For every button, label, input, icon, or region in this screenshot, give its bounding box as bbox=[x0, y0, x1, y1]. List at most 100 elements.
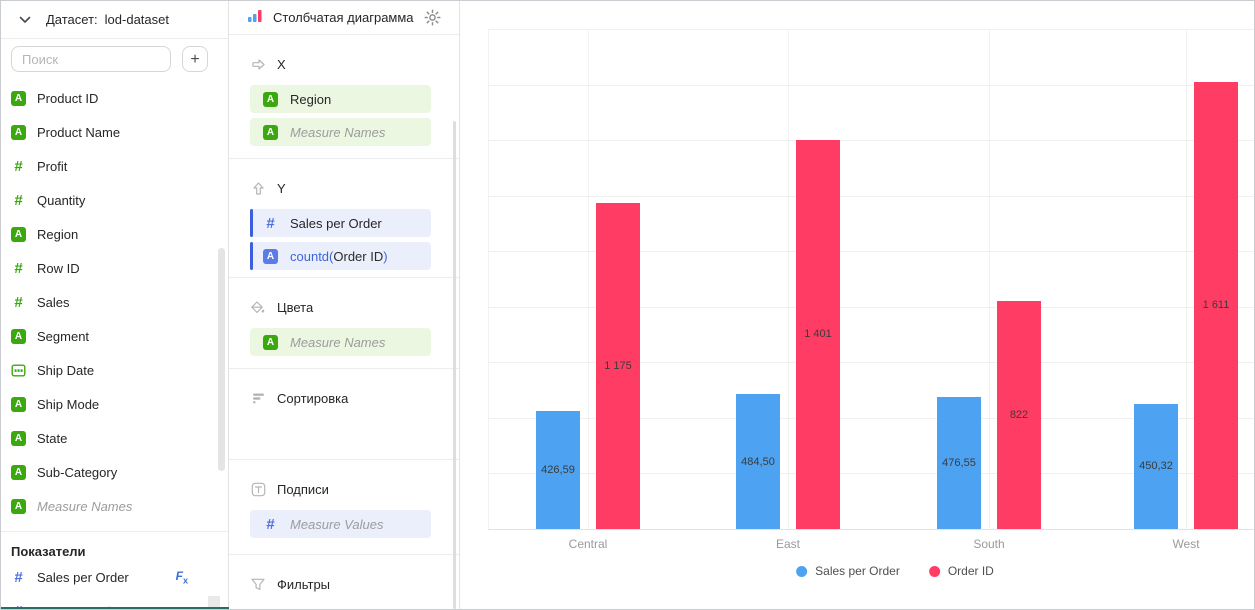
field-row[interactable]: # Measure Values bbox=[1, 594, 228, 610]
chip-label: Measure Values bbox=[290, 516, 384, 532]
number-dimension-icon: # bbox=[14, 157, 23, 175]
chart-legend: Sales per Order Order ID bbox=[796, 564, 994, 578]
config-field-chip[interactable]: A Measure Names bbox=[250, 328, 431, 356]
section-label: Фильтры bbox=[277, 576, 331, 592]
bar-sales-per-order-east[interactable] bbox=[736, 394, 780, 529]
text-dimension-icon: A bbox=[11, 430, 26, 446]
field-label: Measure Names bbox=[37, 498, 133, 514]
add-field-button[interactable]: + bbox=[182, 46, 208, 72]
field-label: Ship Mode bbox=[37, 396, 100, 412]
x-gridline bbox=[1186, 29, 1187, 529]
dataset-header[interactable]: Датасет: lod-dataset bbox=[1, 1, 228, 39]
field-label: Row ID bbox=[37, 260, 80, 276]
x-gridline bbox=[788, 29, 789, 529]
bar-order-id-central[interactable] bbox=[596, 202, 640, 529]
x-axis-label: Central bbox=[568, 537, 608, 551]
field-label: Segment bbox=[37, 328, 90, 344]
legend-label: Order ID bbox=[947, 564, 994, 578]
legend-label: Sales per Order bbox=[815, 564, 900, 578]
text-dimension-icon: A bbox=[263, 124, 278, 140]
field-row[interactable]: # Sales per Order Fx bbox=[1, 560, 228, 594]
text-dimension-icon: A bbox=[263, 91, 278, 107]
field-row[interactable]: A Measure Names bbox=[1, 489, 228, 523]
chart-type-header[interactable]: Столбчатая диаграмма bbox=[229, 1, 459, 35]
legend-item-sales-per-order[interactable]: Sales per Order bbox=[796, 564, 900, 578]
vertical-scrollbar-thumb[interactable] bbox=[453, 121, 456, 609]
field-label: Measure Values bbox=[37, 604, 130, 610]
number-dimension-icon: # bbox=[14, 293, 23, 311]
bar-sales-per-order-south[interactable] bbox=[937, 396, 981, 529]
dataset-name[interactable]: lod-dataset bbox=[104, 12, 169, 27]
scrollbar-fragment[interactable] bbox=[208, 596, 220, 607]
y-gridline bbox=[488, 29, 1254, 30]
bar-chart-icon bbox=[247, 9, 263, 27]
config-section-labels: Подписи # Measure Values bbox=[229, 460, 459, 555]
field-label: Sub-Category bbox=[37, 464, 118, 480]
text-dimension-icon: A bbox=[11, 226, 26, 242]
measures-section-title: Показатели bbox=[11, 544, 86, 559]
field-row[interactable]: # Profit bbox=[1, 149, 228, 183]
config-field-chip[interactable]: # Sales per Order bbox=[250, 209, 431, 237]
field-label: Profit bbox=[37, 158, 68, 174]
bar-order-id-east[interactable] bbox=[796, 139, 840, 529]
config-field-chip[interactable]: # Measure Values bbox=[250, 510, 431, 538]
bar-order-id-south[interactable] bbox=[997, 300, 1041, 529]
field-row[interactable]: # Row ID bbox=[1, 251, 228, 285]
search-input[interactable] bbox=[11, 46, 171, 72]
config-field-chip[interactable]: A Measure Names bbox=[250, 118, 431, 146]
vertical-scrollbar-thumb[interactable] bbox=[218, 248, 225, 471]
y-gridline bbox=[488, 362, 1254, 364]
text-icon bbox=[249, 482, 267, 497]
section-label: X bbox=[277, 56, 286, 72]
chevron-down-icon[interactable] bbox=[19, 16, 31, 24]
field-row[interactable]: Ship Date bbox=[1, 353, 228, 387]
number-dimension-icon: # bbox=[14, 191, 23, 209]
field-row[interactable]: A State bbox=[1, 421, 228, 455]
number-measure-icon: # bbox=[11, 603, 26, 610]
text-dimension-icon: A bbox=[11, 498, 26, 514]
gear-icon[interactable] bbox=[424, 9, 441, 26]
config-section-x: X A Region A Measure Names bbox=[229, 35, 459, 159]
config-sections: X A Region A Measure Names Y # Sales per Order A… bbox=[229, 35, 459, 609]
legend-item-order-id[interactable]: Order ID bbox=[928, 564, 994, 578]
config-field-chip[interactable]: A Region bbox=[250, 85, 431, 113]
dimension-field-list: A Product ID A Product Name # Profit # Quantity… bbox=[1, 81, 228, 523]
measure-field-list: # Sales per Order Fx # Measure Values bbox=[1, 560, 228, 610]
section-label: Подписи bbox=[277, 481, 329, 497]
y-gridline bbox=[488, 417, 1254, 419]
bar-sales-per-order-west[interactable] bbox=[1134, 403, 1178, 529]
text-dimension-icon: A bbox=[11, 396, 26, 412]
field-label: Sales per Order bbox=[37, 569, 129, 585]
field-row[interactable]: A Product ID bbox=[1, 81, 228, 115]
chip-label: Region bbox=[290, 91, 332, 107]
field-label: Product Name bbox=[37, 124, 121, 140]
field-row[interactable]: A Ship Mode bbox=[1, 387, 228, 421]
bar-value-label: 822 bbox=[1009, 408, 1029, 421]
section-label-row: X bbox=[229, 53, 459, 75]
bar-order-id-west[interactable] bbox=[1194, 81, 1238, 529]
y-gridline bbox=[488, 251, 1254, 253]
x-axis-label: East bbox=[775, 537, 800, 551]
funnel-icon bbox=[249, 577, 267, 592]
text-dimension-icon: A bbox=[11, 328, 26, 344]
field-label: Product ID bbox=[37, 90, 99, 106]
field-row[interactable]: # Sales bbox=[1, 285, 228, 319]
x-axis-line bbox=[488, 529, 1254, 530]
bar-value-label: 450,32 bbox=[1139, 460, 1173, 473]
field-row[interactable]: A Segment bbox=[1, 319, 228, 353]
bar-value-label: 476,55 bbox=[942, 456, 976, 469]
chart-type-title: Столбчатая диаграмма bbox=[273, 10, 414, 25]
sort-icon bbox=[249, 391, 267, 406]
field-row[interactable]: A Region bbox=[1, 217, 228, 251]
field-row[interactable]: # Quantity bbox=[1, 183, 228, 217]
field-label: Ship Date bbox=[37, 362, 95, 378]
bar-value-label: 1 611 bbox=[1202, 299, 1230, 312]
number-measure-icon: # bbox=[14, 568, 23, 586]
field-row[interactable]: A Sub-Category bbox=[1, 455, 228, 489]
field-row[interactable]: A Product Name bbox=[1, 115, 228, 149]
y-gridline bbox=[488, 84, 1254, 86]
bar-sales-per-order-central[interactable] bbox=[536, 410, 580, 529]
